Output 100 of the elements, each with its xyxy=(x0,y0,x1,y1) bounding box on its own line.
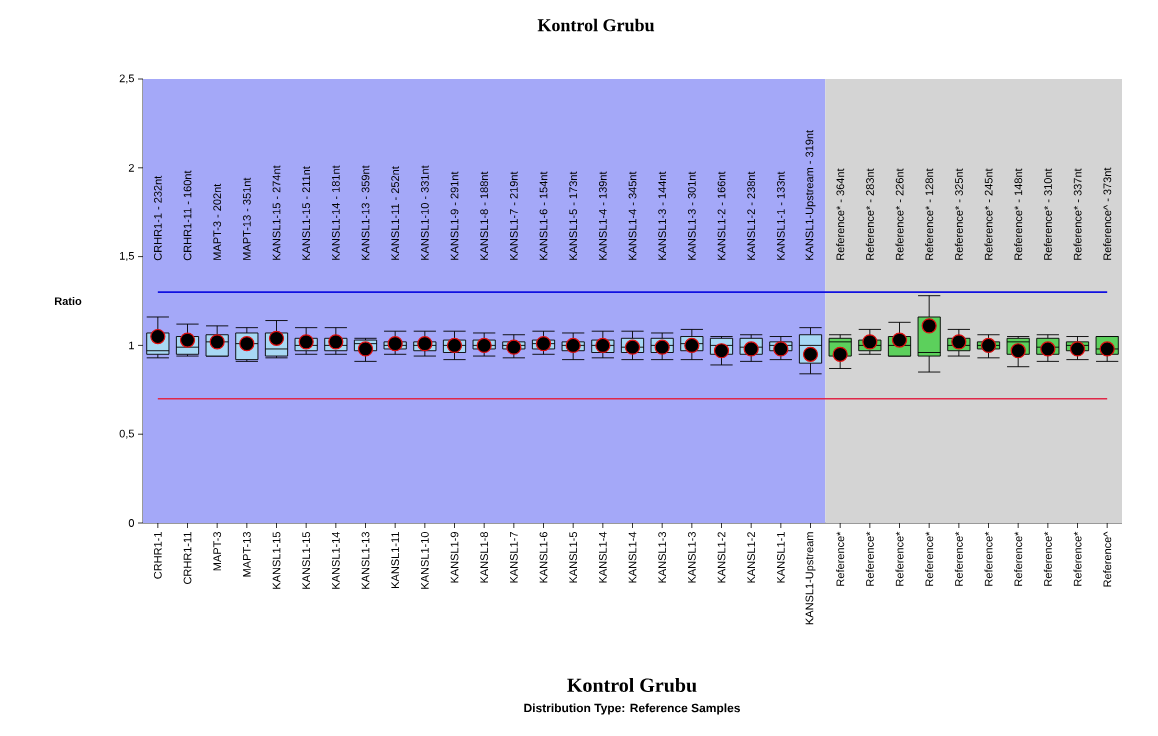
point xyxy=(268,330,285,346)
y-tick-label: 2 xyxy=(128,163,134,172)
annotation: Reference* - 226nt xyxy=(895,168,904,260)
annotation: KANSL1-Upstream - 319nt xyxy=(805,130,816,260)
annotation: KANSL1-3 - 301nt xyxy=(687,171,696,260)
x-tick-label: CRHR1-11 xyxy=(183,532,192,584)
x-tick-label: KANSL1-2 xyxy=(717,532,726,583)
point xyxy=(476,337,492,353)
x-tick-label: Reference* xyxy=(865,531,874,586)
text: Distribution Type: Reference Samples xyxy=(524,703,740,715)
x-tick-label: KANSL1-13 xyxy=(361,532,370,589)
annotation: KANSL1-5 - 173nt xyxy=(569,171,578,260)
point xyxy=(743,341,759,357)
annotation: MAPT-13 - 351nt xyxy=(242,177,251,260)
point xyxy=(417,336,433,352)
x-tick-label: Reference^ xyxy=(1103,531,1112,587)
annotation: KANSL1-4 - 345nt xyxy=(628,171,637,260)
x-axis-title: Kontrol Grubu xyxy=(567,677,697,693)
x-tick-label: KANSL1-11 xyxy=(391,532,400,588)
x-tick-label: Reference* xyxy=(1014,531,1023,586)
point xyxy=(802,346,819,362)
x-tick-label: KANSL1-9 xyxy=(450,532,459,583)
point xyxy=(773,341,789,357)
point xyxy=(565,337,581,353)
point xyxy=(951,334,967,350)
x-tick-label: Reference* xyxy=(1043,531,1052,586)
annotation: Reference* - 128nt xyxy=(925,168,934,260)
annotation: Reference* - 364nt xyxy=(836,168,845,260)
annotation: KANSL1-6 - 154nt xyxy=(539,171,548,260)
x-tick-label: KANSL1-2 xyxy=(747,532,756,583)
point xyxy=(387,336,403,352)
point xyxy=(595,337,611,353)
point xyxy=(832,346,848,362)
point xyxy=(654,339,670,355)
annotation: KANSL1-8 - 188nt xyxy=(480,171,489,260)
point xyxy=(1040,341,1056,357)
x-tick-label: Reference* xyxy=(895,531,904,586)
annotation: Reference* - 325nt xyxy=(954,168,963,260)
annotation: Reference* - 337nt xyxy=(1073,168,1082,260)
x-tick-label: KANSL1-3 xyxy=(687,532,696,583)
annotation: KANSL1-3 - 144nt xyxy=(658,171,667,260)
x-tick-label: Reference* xyxy=(925,531,934,586)
x-tick-label: KANSL1-5 xyxy=(569,532,578,583)
point xyxy=(862,334,878,350)
x-tick-label: Reference* xyxy=(954,531,963,586)
annotation: KANSL1-15 - 274nt xyxy=(272,165,281,260)
point xyxy=(1099,341,1115,357)
y-tick-label: 0,5 xyxy=(119,429,134,439)
x-tick-label: MAPT-13 xyxy=(242,532,251,577)
x-tick-label: KANSL1-10 xyxy=(420,531,429,589)
annotation: KANSL1-15 - 211nt xyxy=(302,166,311,260)
point xyxy=(1069,341,1086,357)
point xyxy=(298,334,314,350)
annotation: KANSL1-4 - 139nt xyxy=(598,171,607,260)
x-tick-label: MAPT-3 xyxy=(213,532,222,571)
point xyxy=(713,343,730,359)
y-tick-label: 2,5 xyxy=(119,74,134,84)
x-tick-label: KANSL1-6 xyxy=(539,532,548,583)
annotation: KANSL1-9 - 291nt xyxy=(450,171,459,260)
point xyxy=(446,337,463,353)
point xyxy=(921,318,937,334)
x-tick-label: KANSL1-Upstream xyxy=(805,532,816,625)
annotation: KANSL1-10 - 331nt xyxy=(420,165,429,260)
annotation: CRHR1-11 - 160nt xyxy=(183,170,192,261)
annotation: KANSL1-13 - 359nt xyxy=(361,165,370,260)
annotation: KANSL1-2 - 166nt xyxy=(717,171,726,260)
annotation: KANSL1-2 - 238nt xyxy=(747,171,756,260)
annotation: Reference* - 310nt xyxy=(1043,168,1052,260)
x-tick-label: Reference* xyxy=(984,531,993,586)
point xyxy=(891,332,908,348)
point xyxy=(239,336,255,352)
point xyxy=(179,332,196,348)
point xyxy=(1010,343,1026,359)
x-tick-label: KANSL1-8 xyxy=(480,532,489,583)
annotation: Reference* - 148nt xyxy=(1014,168,1023,260)
y-tick-label: 1 xyxy=(129,341,134,350)
y-tick-label: 1,5 xyxy=(120,252,134,262)
annotation: CRHR1-1 - 232nt xyxy=(153,175,162,261)
point xyxy=(150,328,166,345)
annotation: Reference^ - 373nt xyxy=(1103,167,1112,260)
annotation: KANSL1-1 - 133nt xyxy=(776,171,785,260)
x-tick-label: KANSL1-7 xyxy=(509,532,518,583)
x-tick-label: KANSL1-14 xyxy=(331,531,340,589)
point xyxy=(209,334,225,350)
annotation: KANSL1-11 - 252nt xyxy=(391,166,400,260)
point xyxy=(506,339,522,355)
x-tick-label: KANSL1-4 xyxy=(598,531,607,583)
point xyxy=(980,337,997,353)
x-tick-label: KANSL1-4 xyxy=(628,531,637,583)
x-tick-label: Reference* xyxy=(1073,531,1082,586)
annotation: Reference* - 283nt xyxy=(865,168,874,260)
x-tick-label: Reference* xyxy=(836,531,845,586)
annotation: KANSL1-7 - 219nt xyxy=(509,171,518,260)
annotation: KANSL1-14 - 181nt xyxy=(331,165,340,260)
annotation: Reference* - 245nt xyxy=(984,168,993,260)
x-tick-label: KANSL1-1 xyxy=(776,532,785,583)
y-axis-title: Ratio xyxy=(54,296,82,306)
point xyxy=(535,336,552,352)
point xyxy=(328,334,344,350)
x-tick-label: KANSL1-15 xyxy=(302,532,311,589)
